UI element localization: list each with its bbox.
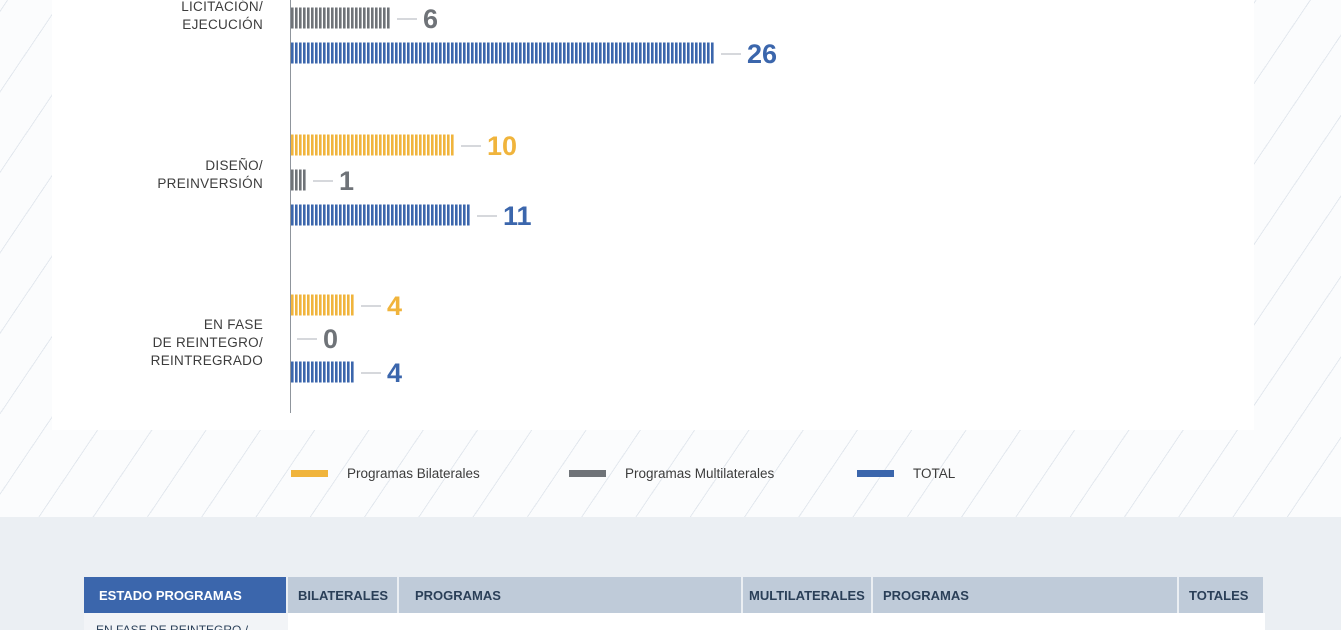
category-label-line: LICITACIÓN/ [181, 0, 263, 14]
value-label-bilaterales-2: 4 [387, 291, 402, 321]
bar-total-1 [291, 204, 470, 226]
legend-item-multilaterales: Programas Multilaterales [569, 462, 774, 484]
category-label-licitacion: LICITACIÓN/ EJECUCIÓN [181, 0, 263, 34]
bar-multilaterales-1 [291, 169, 306, 191]
category-label-line: EJECUCIÓN [182, 17, 263, 32]
category-label-reintegro: EN FASE DE REINTEGRO/ REINTREGRADO [151, 316, 263, 370]
bar-bilaterales-2 [291, 294, 354, 316]
chart-background: LICITACIÓN/ EJECUCIÓN DISEÑO/ PREINVERSI… [0, 0, 1341, 517]
value-label-bilaterales-1: 10 [487, 131, 517, 161]
bar-multilaterales-0 [291, 7, 390, 29]
th-multilaterales: MULTILATERALES [743, 577, 873, 613]
legend-label: Programas Bilaterales [347, 465, 480, 481]
category-label-diseno: DISEÑO/ PREINVERSIÓN [157, 157, 263, 193]
value-label-total-1: 11 [503, 201, 532, 231]
category-label-line: DE REINTEGRO/ [152, 335, 263, 350]
bar-total-2 [291, 361, 354, 383]
y-axis-line [290, 0, 291, 413]
row-label: EN FASE DE REINTEGRO / [84, 613, 288, 630]
value-label-total-0: 26 [747, 39, 777, 69]
value-label-multilaterales-2: 0 [323, 324, 338, 354]
th-bilaterales: BILATERALES [288, 577, 399, 613]
legend-swatch [857, 469, 894, 477]
category-label-line: EN FASE [203, 317, 263, 332]
value-label-multilaterales-0: 6 [423, 4, 438, 34]
table-row: EN FASE DE REINTEGRO / [84, 613, 1265, 630]
legend-swatch [569, 469, 606, 477]
category-label-line: REINTREGRADO [150, 353, 263, 368]
value-label-multilaterales-1: 1 [339, 166, 354, 196]
legend-label: TOTAL [913, 465, 956, 481]
bar-bilaterales-1 [291, 134, 454, 156]
chart-panel [52, 0, 1254, 430]
category-label-line: DISEÑO/ [205, 158, 263, 173]
category-label-line: PREINVERSIÓN [157, 176, 263, 191]
legend-label: Programas Multilaterales [625, 465, 775, 481]
legend-item-total: TOTAL [857, 462, 955, 484]
th-programas-bilaterales: PROGRAMAS [399, 577, 743, 613]
value-label-total-2: 4 [387, 358, 402, 388]
bar-total-0 [291, 42, 714, 64]
th-estado-programas: ESTADO PROGRAMAS [84, 577, 288, 613]
legend-item-bilaterales: Programas Bilaterales [291, 462, 480, 484]
th-totales: TOTALES [1179, 577, 1265, 613]
table-header: ESTADO PROGRAMAS BILATERALES PROGRAMAS M… [84, 577, 1265, 613]
th-programas-multilaterales: PROGRAMAS [873, 577, 1179, 613]
legend-swatch [291, 469, 328, 477]
